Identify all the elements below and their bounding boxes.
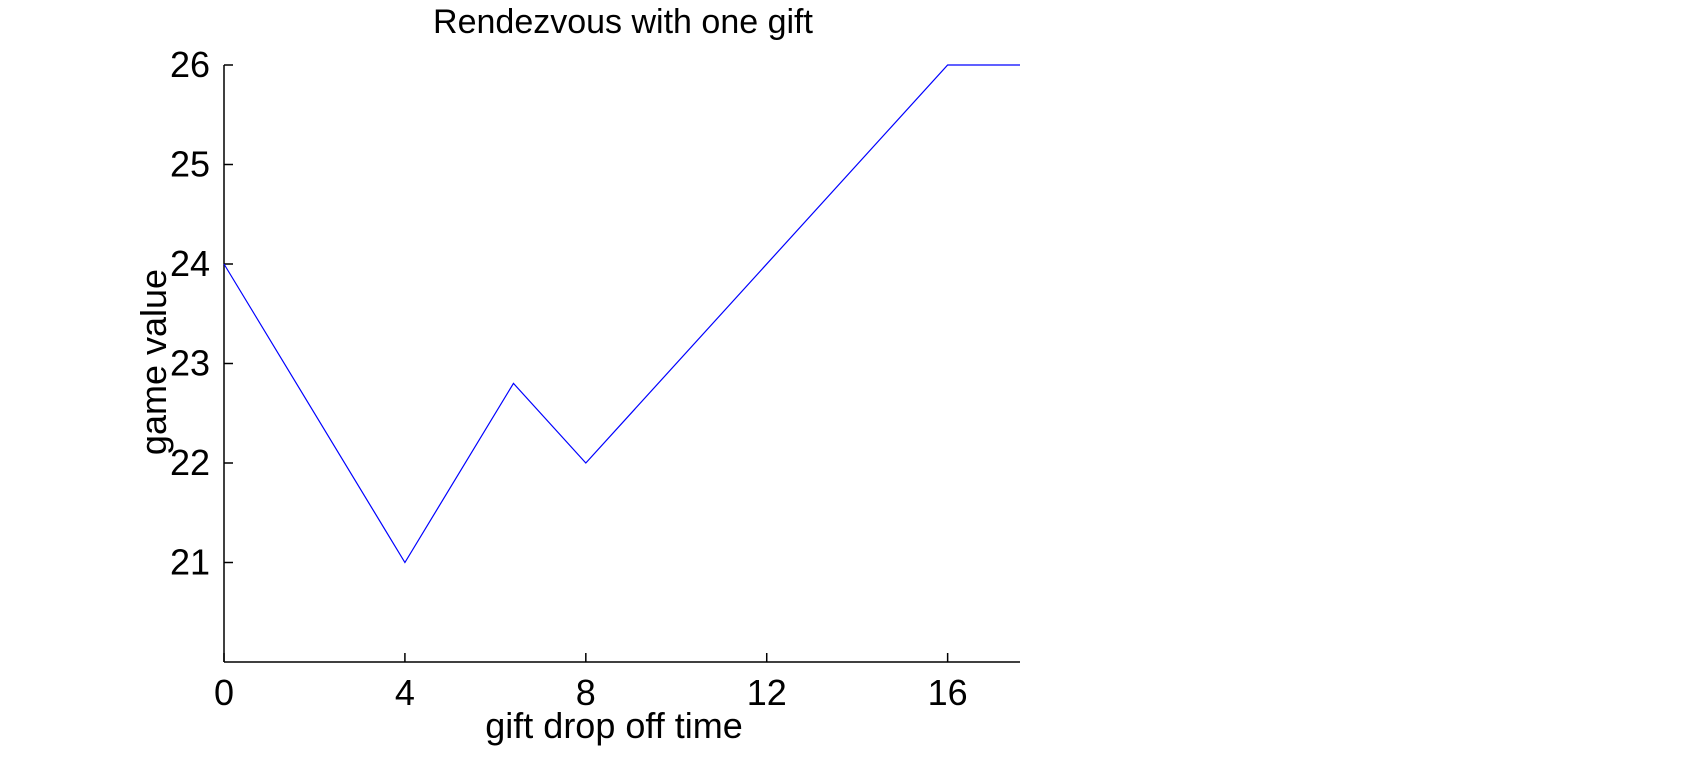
y-tick-label: 25 [170,144,210,185]
y-axis-title: game value [133,269,174,455]
x-tick-label: 0 [214,672,234,713]
y-tick-label: 24 [170,243,210,284]
series-line [223,64,1020,564]
y-tick-label: 23 [170,343,210,384]
y-tick-label: 26 [170,44,210,85]
x-tick-label: 8 [576,672,596,713]
x-tick-label: 4 [395,672,415,713]
chart-title: Rendezvous with one gift [433,3,813,41]
x-tick-label: 12 [747,672,787,713]
plot-area: 21 22 23 24 25 26 0 4 8 12 16 [170,44,1020,713]
x-tick-group: 0 4 8 12 16 [214,653,968,713]
y-tick-label: 22 [170,442,210,483]
series-layer [223,64,1020,564]
y-tick-group: 21 22 23 24 25 26 [170,44,233,583]
x-tick-label: 16 [928,672,968,713]
x-axis-title: gift drop off time [485,705,742,746]
y-tick-label: 21 [170,542,210,583]
